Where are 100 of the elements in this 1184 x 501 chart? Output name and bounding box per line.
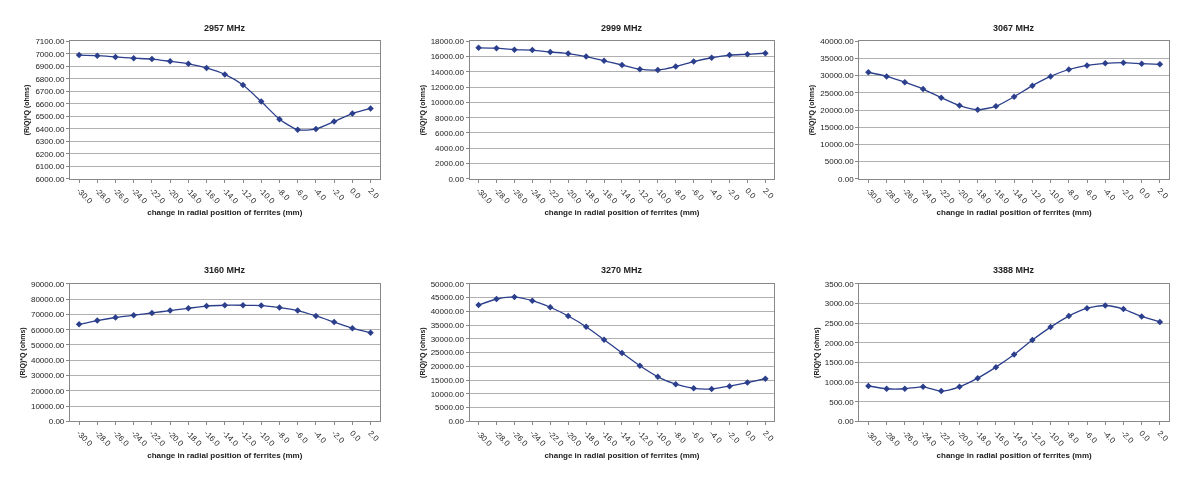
y-tick-label: 25000.00 (820, 88, 855, 98)
x-tick-label: -20.0 (563, 186, 584, 206)
y-tick-label: 10000.00 (430, 389, 465, 399)
point (475, 44, 482, 52)
x-tick-label: 0.0 (743, 428, 758, 444)
point (239, 81, 247, 89)
x-tick-label: -20.0 (955, 186, 975, 206)
x-tick-label: -6.0 (689, 428, 706, 446)
x-tick-label: -12.0 (635, 186, 656, 206)
y-tick-label: 5000.00 (824, 157, 855, 167)
chart-title: 3270 MHz (601, 265, 643, 275)
x-tick-label: 0.0 (348, 186, 363, 201)
y-tick-label: 6000.00 (435, 128, 465, 138)
chart-title: 3388 MHz (993, 265, 1035, 275)
y-tick-label: 6200.00 (35, 149, 65, 159)
point (1010, 93, 1018, 100)
y-tick-label: 7000.00 (35, 49, 65, 59)
y-tick-label: 6600.00 (35, 99, 65, 109)
point (690, 58, 697, 65)
y-tick-label: 20000.00 (430, 362, 465, 372)
point (762, 49, 769, 57)
point (1029, 82, 1036, 89)
y-tick-label: 2000.00 (824, 338, 855, 348)
x-tick-label: -16.0 (991, 186, 1012, 206)
x-tick-label: -4.0 (707, 428, 724, 446)
point (654, 66, 662, 74)
y-tick-label: 16000.00 (430, 52, 465, 62)
y-tick-label: 4000.00 (435, 144, 465, 154)
y-tick-label: 6900.00 (35, 62, 65, 72)
point (883, 385, 890, 393)
x-tick-label: 2.0 (1155, 428, 1171, 444)
chart-title: 2957 MHz (204, 23, 246, 33)
point (367, 329, 374, 337)
point (94, 52, 101, 59)
x-axis-title: change in radial position of ferrites (mm) (147, 208, 303, 218)
y-tick-label: 6500.00 (35, 112, 65, 122)
x-tick-label: -14.0 (617, 186, 638, 206)
y-tick-label: 14000.00 (430, 67, 465, 77)
x-tick-label: -16.0 (202, 186, 222, 206)
x-tick-label: 2.0 (366, 186, 381, 201)
point (992, 103, 1000, 110)
y-tick-label: 500.00 (829, 397, 855, 407)
point (547, 304, 554, 311)
x-tick-label: 2.0 (366, 428, 381, 444)
point (349, 110, 356, 117)
point (636, 362, 644, 370)
y-tick-label: 35000.00 (430, 320, 465, 330)
x-tick-label: -8.0 (275, 186, 292, 203)
point (901, 78, 909, 86)
x-tick-label: 2.0 (761, 186, 776, 201)
y-tick-label: 2500.00 (824, 318, 855, 328)
point (148, 55, 156, 63)
point (1156, 61, 1164, 68)
point (1047, 73, 1054, 80)
point (901, 385, 909, 393)
x-tick-label: -8.0 (671, 428, 689, 446)
y-tick-label: 10000.00 (430, 98, 465, 108)
x-tick-label: -16.0 (599, 186, 620, 206)
point (618, 349, 626, 357)
y-tick-label: 3500.00 (824, 279, 855, 289)
point (511, 46, 518, 53)
y-tick-label: 40000.00 (820, 37, 855, 47)
x-tick-label: -2.0 (329, 428, 347, 446)
point (708, 54, 715, 61)
point (130, 311, 137, 319)
x-tick-label: -26.0 (111, 186, 131, 206)
point (258, 98, 265, 105)
x-tick-label: 0.0 (743, 186, 758, 201)
point (744, 51, 751, 58)
x-axis-title: change in radial position of ferrites (mm) (147, 450, 303, 460)
x-tick-label: -2.0 (329, 186, 347, 203)
point (654, 373, 662, 381)
chart-title: 3160 MHz (204, 265, 246, 275)
y-tick-label: 30000.00 (820, 71, 855, 81)
point (185, 305, 192, 312)
x-tick-label: -8.0 (275, 428, 292, 446)
x-tick-label: -30.0 (74, 186, 95, 206)
y-tick-label: 8000.00 (435, 113, 465, 123)
point (919, 85, 927, 93)
point (349, 324, 356, 332)
x-tick-label: -14.0 (220, 186, 241, 206)
point (974, 374, 981, 382)
x-tick-label: -6.0 (689, 186, 706, 203)
point (312, 312, 320, 320)
x-axis-title: change in radial position of ferrites (mm) (936, 450, 1093, 460)
y-tick-label: 18000.00 (430, 37, 465, 47)
x-tick-label: 0.0 (1137, 428, 1153, 444)
point (239, 302, 247, 309)
point (1101, 302, 1109, 309)
y-tick-label: 30000.00 (430, 334, 465, 344)
x-tick-label: -6.0 (293, 428, 310, 446)
point (865, 69, 872, 76)
y-tick-label: 5000.00 (435, 403, 465, 413)
point (883, 73, 890, 80)
y-tick-label: 6100.00 (35, 162, 65, 172)
x-tick-label: -6.0 (293, 186, 310, 203)
x-tick-label: 2.0 (761, 428, 776, 444)
point (1083, 304, 1091, 312)
point (744, 379, 751, 386)
y-tick-label: 0.00 (838, 174, 855, 184)
